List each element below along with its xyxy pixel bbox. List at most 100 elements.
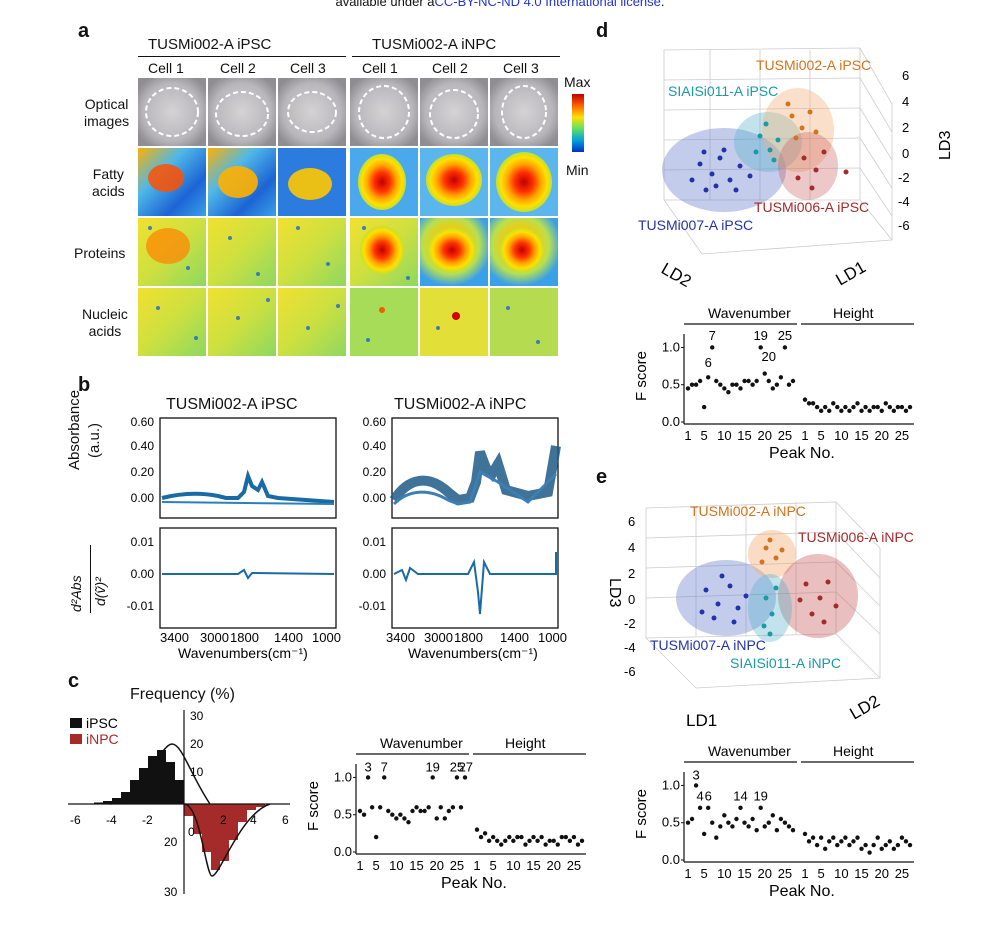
fscore-xtick: 20: [546, 858, 560, 873]
row-label-proteins: Proteins: [74, 245, 126, 261]
cluster-label: TUSMi006-A iPSC: [754, 199, 869, 215]
fscore-point: [527, 838, 532, 844]
svg-text:Wavenumbers(cm⁻¹): Wavenumbers(cm⁻¹): [178, 645, 308, 661]
svg-text:Wavenumbers(cm⁻¹): Wavenumbers(cm⁻¹): [408, 645, 538, 661]
ld3-axis-label: LD3: [606, 578, 623, 607]
svg-text:-4: -4: [898, 194, 910, 209]
svg-text:1000: 1000: [538, 630, 567, 645]
hist-bar-ipsc: [139, 768, 148, 804]
panel-b-letter: b: [78, 374, 91, 396]
row-label-nucleic: Nucleic acids: [82, 306, 128, 339]
cluster-label: TUSMi007-A iNPC: [650, 637, 766, 653]
fscore-point: [875, 404, 880, 410]
cell-label: Cell 3: [503, 60, 539, 76]
fscore-point: [875, 835, 880, 840]
fscore-xtick: 25: [450, 858, 464, 873]
svg-text:-2: -2: [624, 616, 636, 631]
fscore-point: [786, 382, 792, 387]
fscore-point: [450, 805, 456, 810]
legend-ipsc-swatch: [70, 718, 82, 728]
fscore-point: [843, 835, 848, 840]
fscore-xtick: 5: [373, 858, 380, 873]
fscore-point: [410, 808, 415, 814]
svg-text:4: 4: [250, 813, 257, 827]
fscore-point: [750, 382, 755, 387]
spectra-title-inpc: TUSMi002-A iNPC: [394, 396, 527, 413]
fscore-ytick: 0.5: [662, 377, 680, 392]
fscore-point: [766, 378, 771, 384]
fscore-point: [887, 839, 893, 844]
fscore-point: [818, 408, 824, 414]
svg-text:0.00: 0.00: [363, 491, 387, 505]
fscore-point: [535, 838, 540, 844]
fscore-point: [714, 378, 719, 384]
cluster-label: TUSMi006-A iNPC: [798, 529, 914, 545]
hist-bar-inpc: [247, 804, 256, 810]
fscore-xtick: 1: [473, 858, 480, 873]
fscore-xtick: 10: [834, 428, 848, 443]
svg-text:3000: 3000: [424, 630, 453, 645]
fscore-point: [839, 408, 844, 414]
fscore-point: [774, 827, 780, 833]
fscore-xtick: 25: [895, 866, 909, 881]
svg-text:4: 4: [902, 94, 909, 109]
peak-label: 19: [753, 788, 767, 803]
hist-bar-ipsc: [112, 798, 121, 804]
svg-text:-6: -6: [624, 664, 636, 679]
fscore-point: [377, 805, 383, 810]
fscore-xtick: 20: [757, 866, 771, 881]
fscore-xtick: 20: [429, 858, 443, 873]
license-link[interactable]: CC-BY-NC-ND 4.0 International license: [434, 0, 661, 9]
fscore-point: [490, 834, 496, 840]
fscore-xtick: 5: [818, 866, 825, 881]
svg-text:3400: 3400: [386, 630, 415, 645]
fscore-point: [746, 378, 751, 384]
group-inpc-title: TUSMi002-A iNPC: [372, 36, 497, 53]
fscore-xtick: 25: [567, 858, 581, 873]
fscore-point: [899, 404, 905, 410]
svg-text:1000: 1000: [312, 630, 341, 645]
plot-ipsc-absorbance: 0.60 0.40 0.20 0.00: [131, 415, 337, 519]
fscore-point: [730, 382, 735, 387]
ld1-axis-label: LD1: [686, 711, 717, 730]
absorbance-ylabel: Absorbance: [66, 389, 83, 470]
fscore-point: [365, 775, 371, 780]
fscore-point: [810, 401, 816, 406]
spectral-image-grid: [138, 78, 558, 356]
fscore-point: [478, 834, 484, 840]
row-label-optical: Optical images: [84, 96, 130, 129]
svg-text:0.00: 0.00: [131, 491, 155, 505]
lda-3d-plot-e: TUSMi002-A iNPC TUSMi006-A iNPC TUSMi007…: [606, 501, 914, 730]
fscore-point: [907, 842, 913, 848]
fscore-xtick: 5: [818, 428, 825, 443]
svg-text:0: 0: [188, 825, 195, 839]
fscore-xtick: 20: [874, 866, 888, 881]
svg-text:10: 10: [190, 765, 204, 779]
nucleic-acids-row: [138, 288, 558, 356]
legend-inpc-label: iNPC: [86, 731, 119, 747]
fscore-point: [750, 816, 755, 822]
fscore-point: [390, 812, 395, 817]
svg-text:-6: -6: [898, 218, 910, 233]
fscore-xtick: 5: [490, 858, 497, 873]
fscore-wavenumber-label: Wavenumber: [380, 735, 463, 751]
fscore-point: [766, 820, 771, 825]
fscore-point: [802, 831, 808, 837]
fscore-point: [758, 805, 763, 811]
fscore-point: [693, 382, 699, 387]
svg-text:-4: -4: [624, 640, 636, 655]
fscore-point: [883, 842, 888, 848]
fscore-point: [446, 808, 452, 814]
svg-text:-0.01: -0.01: [127, 599, 155, 613]
fscore-xtick: 1: [356, 858, 363, 873]
fscore-point: [422, 808, 427, 814]
svg-text:6: 6: [628, 514, 635, 529]
fscore-point: [486, 838, 492, 844]
fscore-ytick: 0.0: [334, 844, 352, 859]
fscore-point: [689, 382, 695, 387]
scale-min-label: Min: [566, 162, 589, 178]
fscore-wavenumber-label: Wavenumber: [708, 305, 791, 321]
fscore-point: [851, 404, 856, 410]
svg-text:2: 2: [628, 566, 635, 581]
fscore-point: [899, 835, 905, 840]
